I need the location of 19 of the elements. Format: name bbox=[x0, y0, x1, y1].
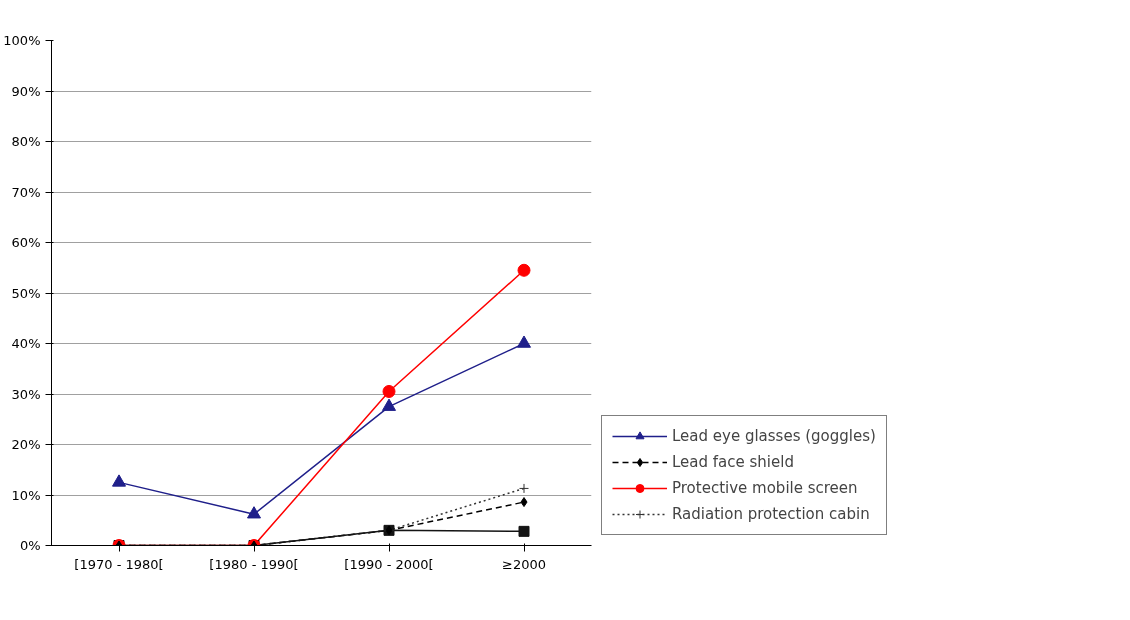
y-tick-label: 30% bbox=[11, 386, 41, 402]
y-tick-label: 70% bbox=[11, 184, 41, 200]
y-tick-label: 90% bbox=[11, 83, 41, 99]
y-tick-label: 80% bbox=[11, 134, 41, 149]
x-tick-label: ≥2000 bbox=[502, 556, 546, 572]
y-tick-label: 50% bbox=[11, 285, 41, 301]
y-tick-label: 60% bbox=[11, 235, 41, 250]
x-tick-label: [1990 - 2000[ bbox=[344, 556, 434, 572]
x-tick-label: [1970 - 1980[ bbox=[74, 556, 164, 572]
y-tick-label: 20% bbox=[11, 437, 41, 452]
y-tick-label: 10% bbox=[11, 487, 41, 503]
legend-label: Radiation protection cabin bbox=[672, 505, 870, 523]
x-tick-label: [1980 - 1990[ bbox=[209, 556, 299, 572]
legend-label: Lead face shield bbox=[672, 453, 794, 471]
legend-label: Protective mobile screen bbox=[672, 479, 858, 497]
legend-label: Lead eye glasses (goggles) bbox=[672, 427, 876, 445]
y-tick-label: 100% bbox=[3, 33, 41, 48]
y-tick-label: 0% bbox=[19, 538, 41, 553]
y-tick-label: 40% bbox=[11, 336, 41, 351]
